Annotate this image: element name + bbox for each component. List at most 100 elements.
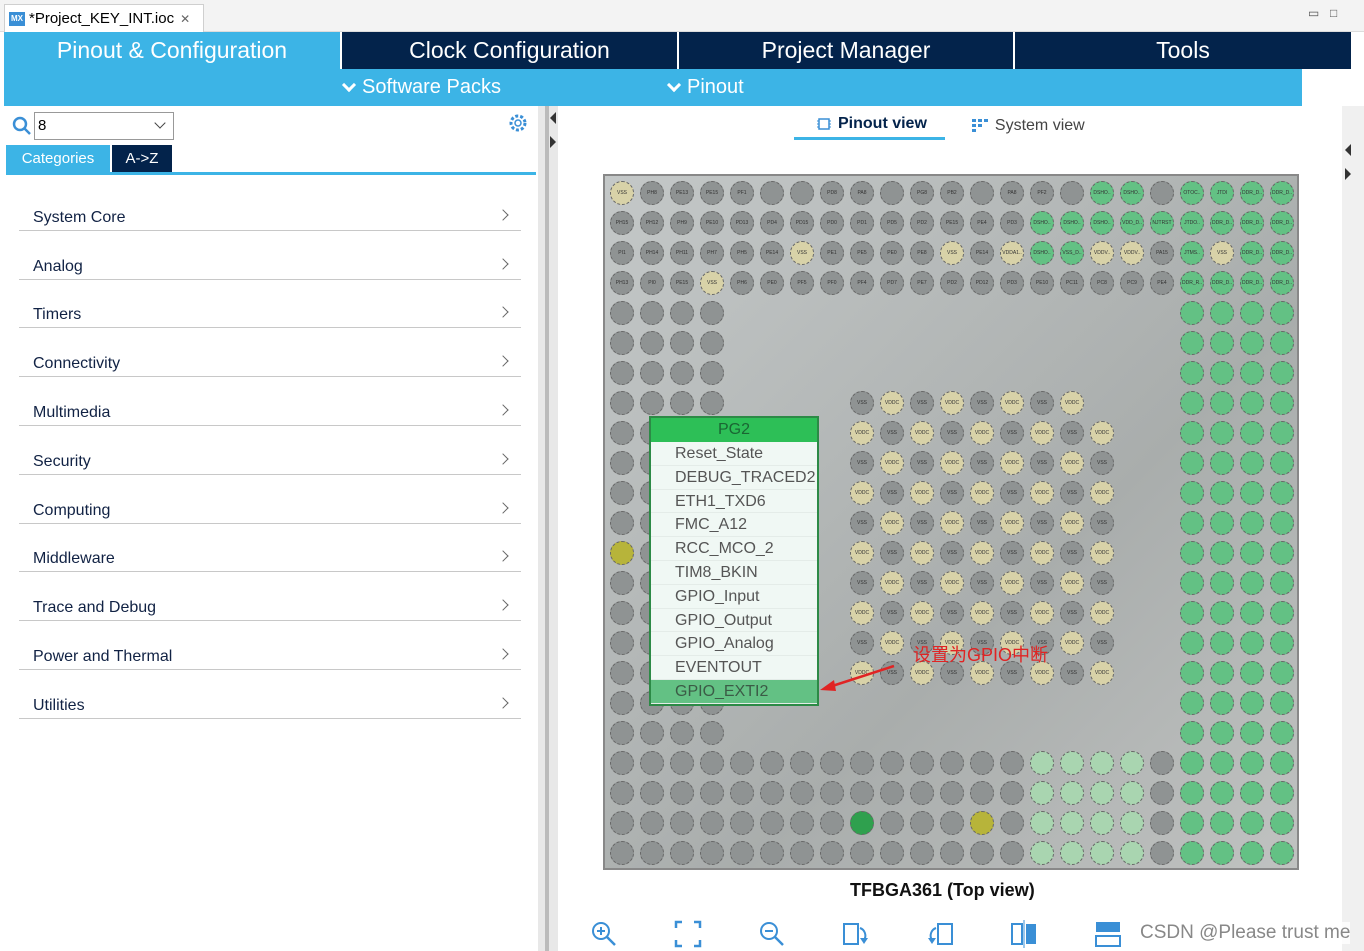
pin-ball[interactable]: PF4 <box>850 271 874 295</box>
pin-ball[interactable]: PA15 <box>1150 241 1174 265</box>
pin-ball[interactable]: VDDA1.. <box>1000 241 1024 265</box>
pinout-menu[interactable]: Pinout <box>666 76 744 99</box>
pin-ball[interactable]: VSS <box>790 241 814 265</box>
pin-ball[interactable]: PD4 <box>760 211 784 235</box>
pin-ball[interactable]: DDR_D.. <box>1240 211 1264 235</box>
pin-ball[interactable] <box>970 811 994 835</box>
pin-ball[interactable]: PH8 <box>640 181 664 205</box>
pin-ball[interactable]: DDR_D.. <box>1240 241 1264 265</box>
right-scroll-strip[interactable] <box>1342 106 1364 951</box>
editor-tab[interactable]: MX *Project_KEY_INT.ioc ✕ <box>4 4 204 32</box>
rotate-left-icon[interactable] <box>926 920 954 948</box>
pin-ball[interactable]: VSS <box>850 391 874 415</box>
pin-ball[interactable] <box>610 601 634 625</box>
pin-ball[interactable]: VDDC <box>880 511 904 535</box>
pin-ball[interactable] <box>1270 841 1294 865</box>
context-menu-item[interactable]: FMC_A12 <box>651 513 817 538</box>
pin-ball[interactable]: VSS <box>970 511 994 535</box>
pin-ball[interactable] <box>1270 541 1294 565</box>
pin-ball[interactable]: VDDC <box>1090 601 1114 625</box>
pin-ball[interactable]: VSS <box>1060 421 1084 445</box>
pin-ball[interactable]: VSS <box>970 451 994 475</box>
pin-ball[interactable] <box>1240 301 1264 325</box>
pin-ball[interactable] <box>970 781 994 805</box>
pin-ball[interactable] <box>1150 781 1174 805</box>
pin-ball[interactable]: VSS <box>1030 511 1054 535</box>
pin-ball[interactable]: PE5 <box>850 241 874 265</box>
pin-ball[interactable] <box>610 451 634 475</box>
pin-ball[interactable] <box>1240 391 1264 415</box>
pin-ball[interactable]: PI0 <box>640 271 664 295</box>
pin-ball[interactable]: NJTRST <box>1150 211 1174 235</box>
zoom-in-icon[interactable] <box>590 920 618 948</box>
pin-ball[interactable] <box>880 811 904 835</box>
pin-ball[interactable]: VDDC <box>910 601 934 625</box>
tab-pinout-configuration[interactable]: Pinout & Configuration <box>4 32 342 69</box>
pin-ball[interactable] <box>1180 721 1204 745</box>
category-connectivity[interactable]: Connectivity <box>19 328 521 378</box>
pin-ball[interactable] <box>790 751 814 775</box>
pin-ball[interactable] <box>910 811 934 835</box>
pin-ball[interactable] <box>1270 331 1294 355</box>
pin-ball[interactable] <box>1180 301 1204 325</box>
pin-ball[interactable] <box>610 781 634 805</box>
pin-ball[interactable] <box>1090 751 1114 775</box>
pin-ball[interactable] <box>1120 811 1144 835</box>
category-utilities[interactable]: Utilities <box>19 670 521 719</box>
pin-ball[interactable]: PE8 <box>910 241 934 265</box>
pin-ball[interactable] <box>610 661 634 685</box>
pin-ball[interactable] <box>1180 631 1204 655</box>
pin-ball[interactable] <box>730 811 754 835</box>
pin-ball[interactable]: VDDC <box>940 571 964 595</box>
pin-ball[interactable]: VSS <box>910 391 934 415</box>
pin-ball[interactable] <box>670 331 694 355</box>
pin-ball[interactable] <box>730 841 754 865</box>
pin-ball[interactable] <box>1210 631 1234 655</box>
pin-ball[interactable] <box>1270 451 1294 475</box>
pin-ball[interactable]: VSS <box>910 451 934 475</box>
pin-ball[interactable] <box>1210 721 1234 745</box>
pin-ball[interactable]: VDDC <box>1000 571 1024 595</box>
pin-ball[interactable] <box>1240 811 1264 835</box>
pin-ball[interactable] <box>1180 661 1204 685</box>
flip-horizontal-icon[interactable] <box>1010 920 1038 948</box>
pin-ball[interactable] <box>1270 811 1294 835</box>
pin-ball[interactable] <box>1270 391 1294 415</box>
pin-ball[interactable]: JTDO.. <box>1180 211 1204 235</box>
context-menu-item[interactable]: EVENTOUT <box>651 656 817 680</box>
pin-ball[interactable] <box>1210 541 1234 565</box>
pin-ball[interactable] <box>1060 751 1084 775</box>
pin-ball[interactable] <box>1210 571 1234 595</box>
context-menu-item[interactable]: GPIO_Analog <box>651 632 817 657</box>
pin-ball[interactable] <box>1180 751 1204 775</box>
pin-ball[interactable]: VSS <box>1210 241 1234 265</box>
pin-ball[interactable]: VSS <box>970 571 994 595</box>
pin-ball[interactable] <box>1060 841 1084 865</box>
pin-ball[interactable]: VSS <box>880 661 904 685</box>
pin-ball[interactable]: PF1 <box>730 181 754 205</box>
pin-ball[interactable]: VDDC <box>910 661 934 685</box>
pin-ball[interactable] <box>880 781 904 805</box>
pin-ball[interactable]: PH13 <box>610 271 634 295</box>
pin-ball[interactable] <box>1060 811 1084 835</box>
pin-ball[interactable]: VDDC <box>1090 421 1114 445</box>
context-menu-item[interactable]: GPIO_Input <box>651 585 817 609</box>
pin-ball[interactable]: VSS <box>880 481 904 505</box>
pin-ball[interactable]: PD1 <box>850 211 874 235</box>
pin-ball[interactable]: VDDC <box>970 421 994 445</box>
pin-ball[interactable] <box>1180 511 1204 535</box>
pin-ball[interactable] <box>670 751 694 775</box>
pin-ball[interactable] <box>1270 781 1294 805</box>
context-menu-item[interactable]: RCC_MCO_2 <box>651 537 817 561</box>
maximize-icon[interactable]: □ <box>1330 6 1338 20</box>
pin-ball[interactable] <box>1270 421 1294 445</box>
pin-ball[interactable] <box>1030 841 1054 865</box>
pin-ball[interactable]: DSHO.. <box>1060 211 1084 235</box>
search-icon[interactable] <box>12 116 32 136</box>
pin-ball[interactable]: VSS <box>700 271 724 295</box>
pin-ball[interactable] <box>1240 361 1264 385</box>
pin-ball[interactable] <box>670 841 694 865</box>
software-packs-menu[interactable]: Software Packs <box>341 76 501 99</box>
pin-ball[interactable]: PB2 <box>940 181 964 205</box>
pin-ball[interactable]: VDDC <box>1090 541 1114 565</box>
